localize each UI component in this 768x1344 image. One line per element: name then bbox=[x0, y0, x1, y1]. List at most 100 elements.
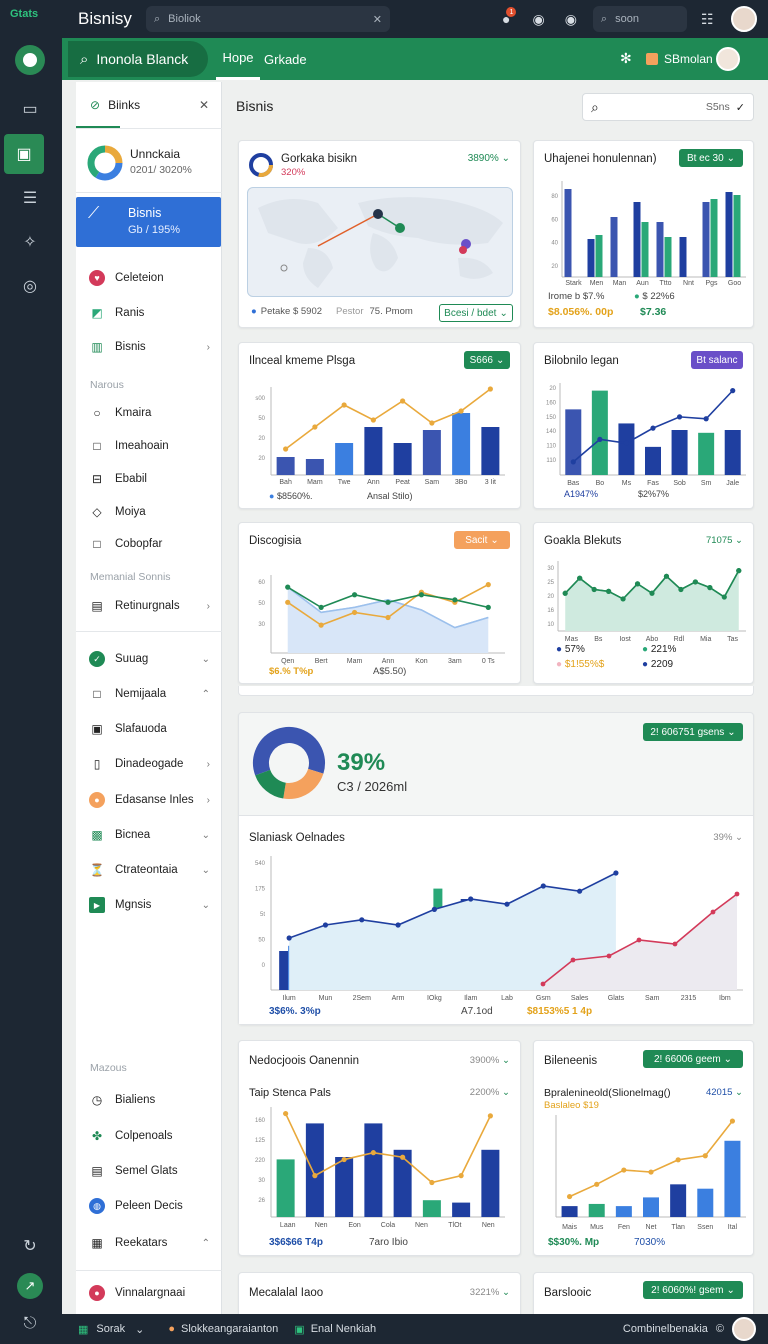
activity-icon[interactable]: ↗ bbox=[14, 1270, 46, 1302]
sidebar-item-mgnsis[interactable]: ▶ Mgnsis ⌄ bbox=[76, 890, 222, 920]
sidebar-item-peleen-decis[interactable]: ◍ Peleen Decis bbox=[76, 1191, 222, 1221]
sidebar-item-kmaira[interactable]: ○ Kmaira bbox=[76, 398, 222, 428]
period-select[interactable]: Bt ec 30 ⌄ bbox=[679, 149, 743, 167]
divider bbox=[76, 1270, 222, 1271]
badge-value: 39% bbox=[713, 832, 733, 843]
bell-icon[interactable]: ● 1 bbox=[502, 7, 517, 27]
point bbox=[318, 604, 324, 610]
sidebar-item-celeteion[interactable]: ♥ Celeteion bbox=[76, 263, 222, 293]
app-title: Bisnisy bbox=[78, 9, 132, 28]
global-search[interactable]: ⌕ Bioliok ✕ bbox=[146, 6, 390, 32]
range-select[interactable]: Sacit ⌄ bbox=[454, 531, 510, 549]
sidebar-item-reekatars[interactable]: ▦ Reekatars ⌃ bbox=[76, 1228, 222, 1258]
bottom-select[interactable]: 2! 66006 geem ⌄ bbox=[643, 1050, 743, 1068]
combo-chart-card-2: Bilobnilo legan Bt salanc 20 160 150 140 110… bbox=[533, 342, 754, 509]
home-icon[interactable] bbox=[14, 44, 46, 76]
search-input-2[interactable]: soon bbox=[615, 13, 639, 25]
sidebar-item-bialiens[interactable]: ◷ Bialiens bbox=[76, 1085, 222, 1115]
legend-2-text: $ 22%6 bbox=[642, 291, 675, 302]
segment-select[interactable]: Bt salanc bbox=[691, 351, 743, 369]
search-input[interactable]: Bioliok bbox=[168, 13, 201, 25]
bar bbox=[733, 195, 741, 277]
combo-chart: 160 125 220 30 26 Laan Nen Eon Cola Nen TlOt Nen bbox=[255, 1107, 505, 1229]
point bbox=[606, 588, 612, 594]
point bbox=[623, 440, 630, 446]
circle-badge-icon: ● bbox=[89, 792, 105, 808]
avatar[interactable] bbox=[731, 6, 758, 32]
sidebar-item-moiya[interactable]: ◇ Moiya bbox=[76, 497, 222, 527]
avatar[interactable] bbox=[732, 1317, 756, 1341]
help-icon[interactable]: ◉ bbox=[532, 10, 545, 27]
world-map[interactable] bbox=[247, 187, 513, 297]
bar bbox=[587, 239, 595, 277]
tab-hope[interactable]: Hope bbox=[216, 38, 260, 80]
exit-icon[interactable]: ⎋ bbox=[23, 1315, 37, 1332]
status-item-3[interactable]: Enal Nenkiah bbox=[310, 1323, 377, 1335]
list-icon[interactable]: ☰ bbox=[22, 190, 38, 207]
settings-icon[interactable]: ◎ bbox=[23, 278, 37, 295]
sidebar-item-ctrateontaia[interactable]: ⏳ Ctrateontaia ⌄ bbox=[76, 855, 222, 885]
card-title: Gorkaka bisikn bbox=[281, 153, 358, 165]
main-search[interactable]: ⌕ S5ns ✓ bbox=[582, 93, 754, 121]
gear-icon[interactable]: ✻ bbox=[620, 50, 632, 66]
status-item-1[interactable]: Sorak bbox=[96, 1323, 126, 1335]
point bbox=[468, 896, 474, 902]
user-name[interactable]: SBmolan bbox=[664, 52, 713, 66]
sidebar-footer[interactable]: ● Vinnalargnaai bbox=[76, 1278, 222, 1308]
x-tick-label: Twe bbox=[338, 479, 351, 486]
profile-summary[interactable]: Unnckaia 0201/ 3020% bbox=[86, 144, 216, 188]
sidebar-item-label: Ranis bbox=[115, 307, 145, 319]
chevron-right-icon: › bbox=[206, 758, 210, 770]
bar bbox=[610, 217, 618, 277]
dashboard-icon[interactable]: ▣ bbox=[4, 134, 44, 174]
grid-icon[interactable]: ▦ bbox=[78, 1323, 89, 1336]
table-icon: ▤ bbox=[91, 599, 103, 613]
point bbox=[400, 1154, 406, 1160]
sidebar-item-cobopfar[interactable]: □ Cobopfar bbox=[76, 529, 222, 559]
sidebar-item-ranis[interactable]: ◩ Ranis bbox=[76, 298, 222, 328]
bar bbox=[279, 951, 289, 990]
sidebar-item-bisnis[interactable]: ▥ Bisnis › bbox=[76, 332, 222, 362]
secondary-search[interactable]: ⌕ soon bbox=[592, 6, 687, 32]
bottom-select-2[interactable]: 2! 6060%! gsem ⌄ bbox=[643, 1281, 743, 1299]
bar bbox=[305, 459, 324, 475]
clock-icon[interactable]: ◉ bbox=[564, 10, 577, 27]
sidebar-item-imeahoain[interactable]: □ Imeahoain bbox=[76, 431, 222, 461]
bar bbox=[564, 189, 572, 277]
puzzle-icon[interactable]: ✧ bbox=[23, 234, 37, 251]
inbox-icon[interactable]: ▭ bbox=[22, 101, 38, 118]
sidebar-item-label: Retinurgnals bbox=[115, 600, 180, 612]
sidebar-item-retinurgnals[interactable]: ▤ Retinurgnals › bbox=[76, 591, 222, 621]
sidebar-item-bicnea[interactable]: ▩ Bicnea ⌄ bbox=[76, 820, 222, 850]
tab-grkade[interactable]: Grkade bbox=[264, 51, 307, 67]
y-tick-label: 5t bbox=[260, 912, 265, 918]
x-tick-label: Goo bbox=[728, 280, 741, 287]
hourglass-icon: ⏳ bbox=[89, 863, 105, 877]
workspace-search[interactable]: ⌕ Inonola Blanck bbox=[68, 41, 208, 77]
sidebar-item-suuag[interactable]: ✓ Suuag ⌄ bbox=[76, 644, 222, 674]
donut-select[interactable]: 2! 606751 gsens ⌄ bbox=[643, 723, 743, 741]
sidebar-item-colpenoals[interactable]: ✤ Colpenoals bbox=[76, 1121, 222, 1151]
sidebar-item-semel-glats[interactable]: ▤ Semel Glats bbox=[76, 1156, 222, 1186]
status-item-2[interactable]: Slokkeangaraianton bbox=[181, 1323, 279, 1335]
sidebar-item-slafauoda[interactable]: ▣ Slafauoda bbox=[76, 714, 222, 744]
button-label: Bt salanc bbox=[696, 354, 738, 366]
sidebar-item-edasanse-inles[interactable]: ● Edasanse Inles › bbox=[76, 785, 222, 815]
sidebar-item-dinadeogade[interactable]: ▯ Dinadeogade › bbox=[76, 749, 222, 779]
sidebar-item-nemijaala[interactable]: □ Nemijaala ⌃ bbox=[76, 679, 222, 709]
sidebar-item-ebabil[interactable]: ⊟ Ebabil bbox=[76, 464, 222, 494]
close-icon[interactable]: ✕ bbox=[372, 13, 382, 26]
area-chart-card-1: Discogisia Sacit ⌄ 60 50 30 Qen Bert Mam Ann Kon… bbox=[238, 522, 521, 684]
sidebar-item-bisnis-active[interactable]: ⟋ Bisnis Gb / 195% bbox=[76, 197, 221, 247]
refresh-icon[interactable]: ↻ bbox=[23, 1238, 37, 1255]
point bbox=[540, 883, 546, 889]
bar bbox=[422, 1200, 441, 1217]
map-filter-button[interactable]: Bcesi / bdet ⌄ bbox=[439, 304, 513, 322]
metric-select[interactable]: S666 ⌄ bbox=[464, 351, 510, 369]
menu-icon[interactable]: ☷ bbox=[700, 10, 714, 27]
workspace-search-label: Inonola Blanck bbox=[96, 51, 189, 67]
close-icon[interactable]: ✕ bbox=[198, 98, 209, 112]
main-search-input[interactable]: S5ns bbox=[705, 101, 730, 113]
x-tick-label: Aun bbox=[636, 280, 649, 287]
avatar[interactable] bbox=[716, 47, 740, 71]
